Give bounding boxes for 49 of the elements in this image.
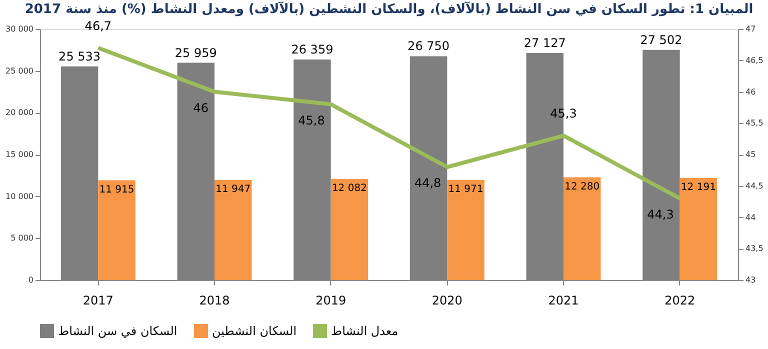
y2-tick-label: 45,5 bbox=[746, 118, 764, 128]
data-label: 46 bbox=[193, 100, 208, 115]
y2-tick-label: 44,5 bbox=[746, 181, 764, 190]
legend-label: معدل النشاط bbox=[331, 324, 398, 338]
y2-tick-label: 43,5 bbox=[746, 244, 764, 254]
chart-title: المبيان 1: تطور السكان في سن النشاط (بالآلاف)، والسكان النشطين (بالآلاف) ومعدل النشاط (%) منذ سنة 2017 bbox=[24, 0, 754, 17]
data-label: 27 502 bbox=[640, 32, 682, 47]
data-label: 25 959 bbox=[174, 46, 217, 60]
y-tick-label: 20 000 bbox=[6, 108, 34, 118]
y2-tick-label: 46 bbox=[746, 87, 756, 96]
data-label: 26 359 bbox=[291, 42, 334, 56]
bar bbox=[564, 177, 601, 280]
x-tick-label: 2019 bbox=[316, 294, 346, 308]
x-tick-label: 2020 bbox=[432, 294, 462, 308]
y-tick-label: 30 000 bbox=[6, 24, 34, 34]
bar bbox=[98, 180, 136, 280]
x-tick-label: 2017 bbox=[82, 294, 114, 308]
data-label: 11 947 bbox=[216, 184, 251, 196]
bar bbox=[447, 180, 484, 280]
data-label: 44,8 bbox=[414, 176, 442, 190]
data-label: 45,8 bbox=[298, 113, 325, 128]
x-tick-label: 2022 bbox=[664, 294, 696, 308]
y-tick-label: 0 bbox=[28, 276, 34, 284]
bar bbox=[214, 180, 252, 280]
data-label: 25 533 bbox=[58, 49, 101, 64]
y-tick-label: 25 000 bbox=[6, 66, 34, 76]
data-label: 12 082 bbox=[332, 182, 367, 194]
y2-tick-label: 45 bbox=[746, 150, 756, 159]
y-tick-label: 15 000 bbox=[6, 150, 34, 159]
y-tick-label: 5 000 bbox=[10, 234, 34, 243]
data-label: 27 127 bbox=[524, 36, 566, 50]
y-tick-label: 10 000 bbox=[6, 192, 34, 201]
data-label: 11 971 bbox=[448, 184, 484, 195]
bar bbox=[330, 178, 368, 280]
data-label: 12 191 bbox=[680, 182, 716, 193]
y2-tick-label: 44 bbox=[746, 212, 756, 222]
legend-label: السكان في سن النشاط bbox=[58, 324, 178, 338]
x-tick-label: 2018 bbox=[199, 294, 230, 308]
y2-tick-label: 46,5 bbox=[746, 56, 764, 65]
y2-tick-label: 43 bbox=[746, 276, 756, 284]
data-label: 46,7 bbox=[84, 18, 112, 33]
data-label: 26 750 bbox=[408, 39, 450, 54]
data-label: 11 915 bbox=[99, 184, 134, 196]
data-label: 12 280 bbox=[564, 181, 600, 192]
x-tick-label: 2021 bbox=[548, 294, 579, 308]
data-label: 44,3 bbox=[647, 207, 674, 222]
bar bbox=[680, 178, 718, 280]
legend-label: السكان النشطين bbox=[212, 324, 297, 338]
y2-tick-label: 47 bbox=[746, 24, 756, 34]
